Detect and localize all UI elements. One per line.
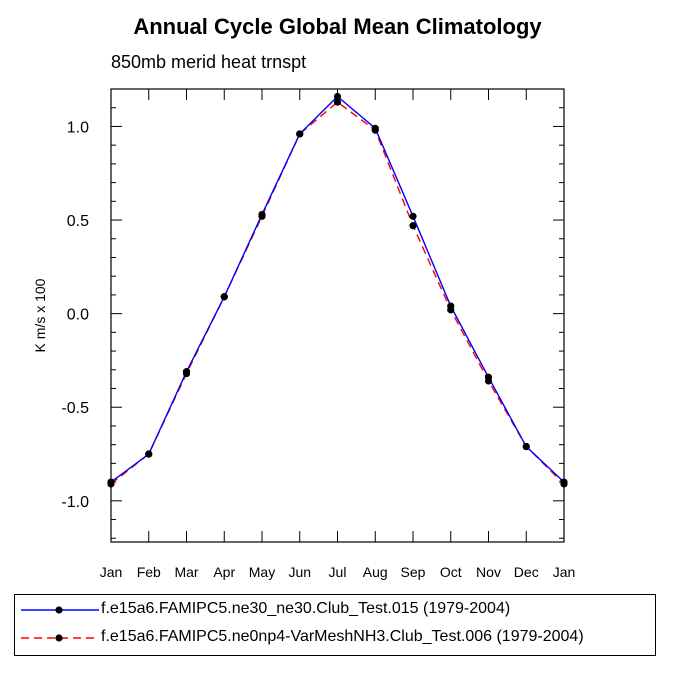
legend-item-series-2: f.e15a6.FAMIPC5.ne0np4-VarMeshNH3.Club_T… [15, 626, 655, 650]
series-2-point [371, 126, 379, 134]
legend-item-series-1: f.e15a6.FAMIPC5.ne30_ne30.Club_Test.015 … [15, 598, 655, 622]
x-tick-label: Feb [137, 564, 161, 580]
plot-frame [110, 88, 565, 543]
y-axis-label: K m/s x 100 [32, 278, 48, 352]
series-2-point [447, 306, 455, 314]
x-tick-label: Jan [100, 564, 123, 580]
x-tick-label: Jul [329, 564, 347, 580]
series-2-point [409, 222, 417, 230]
x-tick-label: Apr [213, 564, 235, 580]
x-tick-label: Jan [553, 564, 576, 580]
series-2-point [220, 293, 228, 301]
series-2-point [182, 369, 191, 378]
legend: f.e15a6.FAMIPC5.ne30_ne30.Club_Test.015 … [14, 594, 656, 656]
y-tick-label: 1.0 [67, 119, 89, 136]
series-line-1 [110, 95, 565, 483]
legend-marker-series-1 [21, 606, 99, 614]
series-line-2 [110, 101, 565, 485]
series-2-point [522, 442, 530, 451]
series-2-point [107, 480, 115, 488]
series-2-point [258, 212, 266, 220]
chart-subtitle: 850mb merid heat trnspt [111, 52, 307, 72]
x-tick-label: May [249, 564, 275, 580]
series-2-point [296, 130, 304, 138]
y-tick-label: -0.5 [61, 400, 89, 417]
x-tick-label: Mar [174, 564, 198, 580]
x-tick-label: Nov [476, 564, 501, 580]
line-chart: Jan Feb Mar Apr May Jun Jul Aug Sep Oct Nov Dec Jan -… [32, 88, 576, 580]
x-tick-label: Sep [401, 564, 426, 580]
series-1-point [409, 212, 417, 220]
y-tick-label: -1.0 [61, 494, 89, 511]
series-2-point [484, 377, 493, 385]
x-tick-label: Dec [514, 564, 539, 580]
legend-label-series-1: f.e15a6.FAMIPC5.ne30_ne30.Club_Test.015 … [101, 600, 511, 617]
legend-marker-series-2 [21, 634, 99, 642]
series-1-point [333, 92, 342, 101]
x-tick-label: Jun [288, 564, 311, 580]
series-2-point [145, 450, 153, 458]
chart-title: Annual Cycle Global Mean Climatology [133, 14, 542, 39]
x-tick-label: Oct [440, 564, 462, 580]
x-tick-label: Aug [363, 564, 388, 580]
series-2-point [333, 98, 342, 106]
y-tick-label: 0.0 [67, 307, 89, 324]
y-tick-label: 0.5 [67, 213, 89, 230]
series-2-point [560, 480, 568, 488]
legend-label-series-2: f.e15a6.FAMIPC5.ne0np4-VarMeshNH3.Club_T… [101, 628, 584, 645]
